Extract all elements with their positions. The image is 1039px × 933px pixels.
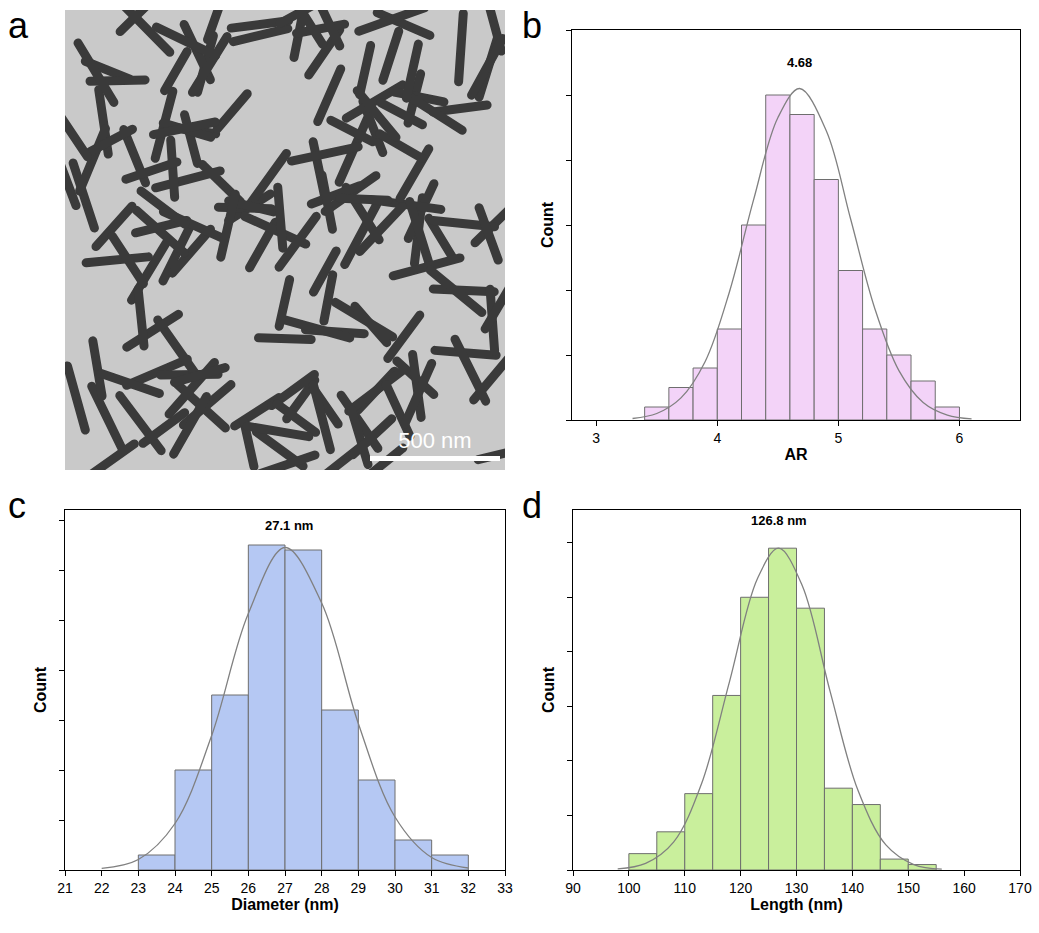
svg-text:100: 100 xyxy=(617,880,641,896)
svg-text:27.1 nm: 27.1 nm xyxy=(265,518,313,533)
svg-text:28: 28 xyxy=(314,880,330,896)
svg-text:Length (nm): Length (nm) xyxy=(750,896,842,913)
html-text:d: d xyxy=(522,485,542,526)
svg-text:33: 33 xyxy=(497,880,513,896)
svg-text:30: 30 xyxy=(387,880,403,896)
svg-text:21: 21 xyxy=(57,880,73,896)
svg-text:31: 31 xyxy=(424,880,440,896)
svg-text:120: 120 xyxy=(729,880,753,896)
svg-text:22: 22 xyxy=(94,880,110,896)
svg-text:23: 23 xyxy=(131,880,147,896)
svg-text:110: 110 xyxy=(674,880,697,896)
svg-text:Count: Count xyxy=(539,201,556,248)
svg-text:26: 26 xyxy=(241,880,257,896)
svg-text:170: 170 xyxy=(1008,880,1032,896)
svg-text:24: 24 xyxy=(167,880,183,896)
svg-text:160: 160 xyxy=(952,880,976,896)
html-text:b: b xyxy=(522,5,542,46)
svg-text:Count: Count xyxy=(540,666,557,713)
svg-text:29: 29 xyxy=(351,880,367,896)
svg-text:140: 140 xyxy=(841,880,865,896)
svg-text:25: 25 xyxy=(204,880,220,896)
svg-text:4: 4 xyxy=(713,430,721,446)
svg-text:27: 27 xyxy=(277,880,293,896)
svg-text:3: 3 xyxy=(592,430,600,446)
svg-text:Count: Count xyxy=(32,666,49,713)
svg-text:90: 90 xyxy=(565,880,581,896)
svg-text:130: 130 xyxy=(785,880,809,896)
svg-text:4.68: 4.68 xyxy=(787,55,812,70)
svg-text:6: 6 xyxy=(956,430,964,446)
html-text:a: a xyxy=(8,5,28,46)
svg-text:126.8 nm: 126.8 nm xyxy=(751,513,807,528)
svg-text:32: 32 xyxy=(461,880,477,896)
svg-text:Diameter (nm): Diameter (nm) xyxy=(231,896,339,913)
html-text:c: c xyxy=(8,485,26,526)
svg-text:5: 5 xyxy=(834,430,842,446)
svg-text:150: 150 xyxy=(897,880,921,896)
svg-text:AR: AR xyxy=(784,446,808,463)
svg-text:500 nm: 500 nm xyxy=(398,428,471,453)
